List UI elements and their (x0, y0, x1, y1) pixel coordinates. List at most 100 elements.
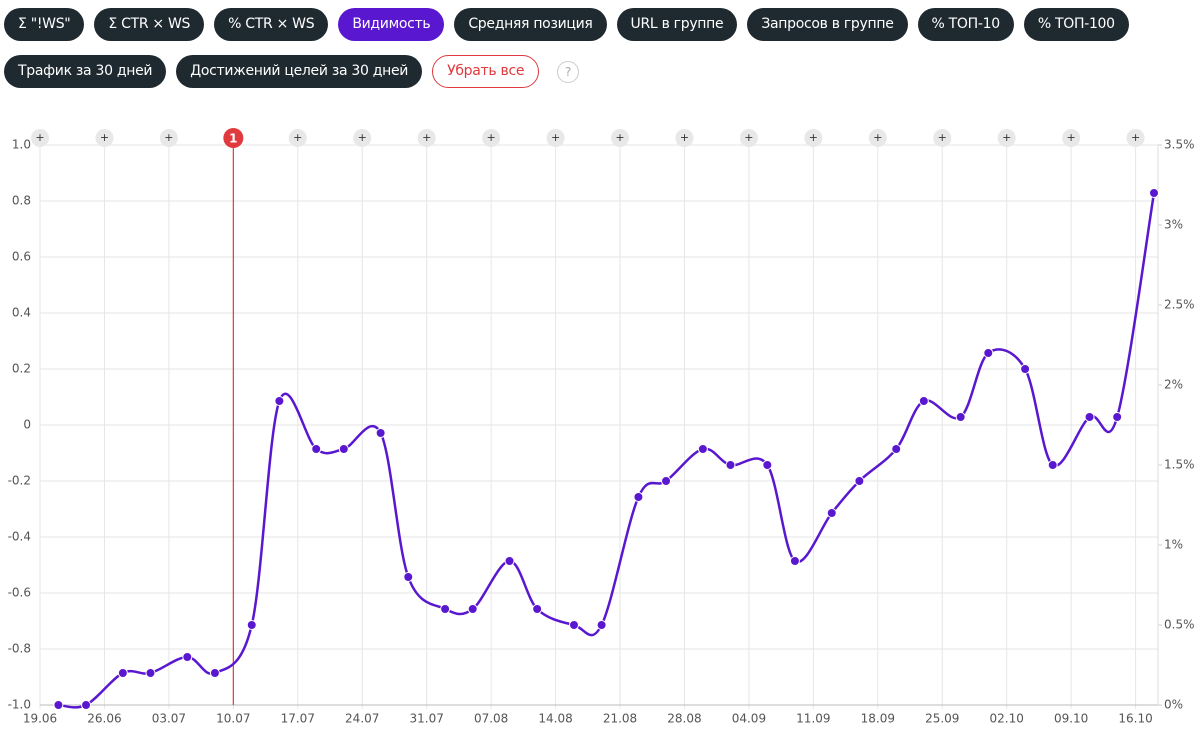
add-event-button[interactable]: + (997, 129, 1016, 147)
add-event-label: + (487, 131, 496, 144)
add-event-circle (482, 129, 501, 147)
metric-button[interactable]: Σ "!WS" (4, 8, 85, 41)
add-event-label: + (680, 131, 689, 144)
help-button[interactable]: ? (557, 60, 580, 83)
data-point (440, 604, 451, 614)
x-tick-label: 04.09 (732, 712, 766, 726)
clear-button[interactable]: Убрать все (432, 55, 540, 88)
add-event-button[interactable]: + (1062, 129, 1081, 147)
add-event-button[interactable]: + (417, 129, 436, 147)
data-point (891, 444, 902, 454)
data-point (311, 444, 322, 454)
metric-button[interactable]: % CTR × WS (214, 8, 329, 41)
add-event-circle (611, 129, 630, 147)
add-event-circle (31, 129, 49, 147)
add-event-circle (546, 129, 565, 147)
metric-button[interactable]: Видимость (338, 8, 445, 41)
add-event-button[interactable]: + (31, 129, 49, 147)
data-point (375, 428, 386, 438)
add-event-label: + (938, 131, 947, 144)
data-point (568, 620, 579, 630)
add-event-button[interactable]: + (288, 129, 307, 147)
metric-button[interactable]: Σ CTR × WS (94, 8, 205, 41)
data-point (983, 348, 994, 358)
data-point (955, 412, 966, 422)
y-tick-label: -0.6 (8, 586, 31, 600)
data-point (246, 620, 257, 630)
add-event-label: + (100, 131, 109, 144)
x-tick-label: 16.10 (1118, 712, 1152, 726)
x-tick-label: 07.08 (474, 712, 508, 726)
metric-button[interactable]: % ТОП-10 (917, 8, 1014, 41)
add-event-circle (1126, 129, 1145, 147)
add-event-button[interactable]: + (159, 129, 178, 147)
x-tick-label: 19.06 (23, 712, 57, 726)
data-point (403, 572, 414, 582)
add-event-button[interactable]: + (739, 129, 758, 147)
add-event-label: + (358, 131, 367, 144)
series-line (58, 192, 1156, 709)
y2-tick-label: 3.5% (1164, 138, 1195, 152)
data-point (1149, 188, 1159, 198)
data-point (145, 668, 156, 678)
y2-tick-label: 1% (1164, 538, 1183, 552)
add-event-button[interactable]: + (611, 129, 630, 147)
y2-tick-label: 0.5% (1164, 618, 1195, 632)
add-event-label: + (1131, 131, 1140, 144)
add-event-button[interactable]: + (353, 129, 372, 147)
x-tick-label: 18.09 (861, 712, 895, 726)
add-event-button[interactable]: + (482, 129, 501, 147)
y-tick-label: 1.0 (12, 138, 31, 152)
data-point (854, 476, 865, 486)
x-tick-label: 31.07 (409, 712, 443, 726)
event-marker[interactable]: 1 (223, 128, 244, 148)
add-event-circle (997, 129, 1016, 147)
x-tick-label: 21.08 (603, 712, 637, 726)
add-event-circle (353, 129, 372, 147)
add-event-button[interactable]: + (868, 129, 887, 147)
metric-button[interactable]: Запросов в группе (747, 8, 908, 41)
metric-button[interactable]: Достижений целей за 30 дней (176, 55, 423, 88)
y-tick-label: -0.8 (8, 642, 31, 656)
y-tick-label: 0 (23, 418, 31, 432)
add-event-label: + (873, 131, 882, 144)
add-event-label: + (615, 131, 624, 144)
add-event-circle (868, 129, 887, 147)
metric-button[interactable]: Трафик за 30 дней (4, 55, 167, 88)
data-point (633, 492, 644, 502)
x-tick-label: 02.10 (990, 712, 1024, 726)
metric-button[interactable]: % ТОП-100 (1023, 8, 1129, 41)
add-event-label: + (1002, 131, 1011, 144)
add-event-button[interactable]: + (95, 129, 114, 147)
data-point (81, 700, 92, 710)
x-tick-label: 14.08 (538, 712, 572, 726)
data-point (532, 604, 543, 614)
add-event-button[interactable]: + (1126, 129, 1145, 147)
add-event-label: + (422, 131, 431, 144)
add-event-button[interactable]: + (933, 129, 952, 147)
x-tick-label: 10.07 (216, 712, 250, 726)
x-tick-label: 25.09 (925, 712, 959, 726)
y2-tick-label: 3% (1164, 218, 1183, 232)
y-tick-label: 0.6 (12, 250, 31, 264)
add-event-label: + (744, 131, 753, 144)
add-event-button[interactable]: + (675, 129, 694, 147)
metric-button[interactable]: URL в группе (616, 8, 738, 41)
add-event-label: + (809, 131, 818, 144)
data-point (661, 476, 672, 486)
event-circle (223, 128, 244, 148)
data-point (697, 444, 708, 454)
metric-button[interactable]: Средняя позиция (454, 8, 607, 41)
add-event-button[interactable]: + (804, 129, 823, 147)
data-point (596, 620, 607, 630)
add-event-circle (739, 129, 758, 147)
y2-tick-label: 0% (1164, 698, 1183, 712)
data-point (1020, 364, 1031, 374)
add-event-button[interactable]: + (546, 129, 565, 147)
x-tick-label: 03.07 (152, 712, 186, 726)
data-point (1112, 412, 1123, 422)
add-event-circle (675, 129, 694, 147)
y2-tick-label: 1.5% (1164, 458, 1195, 472)
